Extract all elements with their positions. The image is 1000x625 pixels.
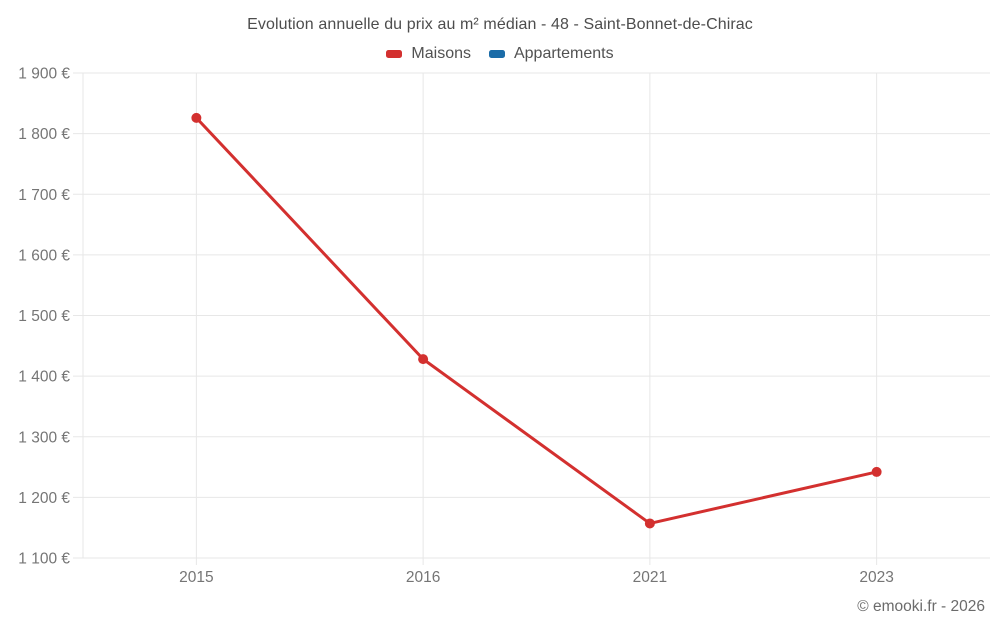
chart-legend: Maisons Appartements [0, 45, 1000, 63]
x-axis-tick-label: 2021 [633, 569, 667, 586]
y-axis-tick-label: 1 100 € [18, 551, 70, 568]
y-axis-tick-label: 1 700 € [18, 187, 70, 204]
data-point[interactable] [191, 112, 202, 123]
data-point[interactable] [418, 354, 429, 365]
legend-item-appartements[interactable]: Appartements [488, 45, 614, 63]
y-axis-tick-label: 1 400 € [18, 369, 70, 386]
x-axis-tick-label: 2016 [406, 569, 440, 586]
y-axis-tick-label: 1 200 € [18, 490, 70, 507]
y-axis-tick-label: 1 500 € [18, 308, 70, 325]
gridlines [73, 72, 990, 565]
x-axis-tick-label: 2015 [179, 569, 213, 586]
chart-title: Evolution annuelle du prix au m² médian … [247, 16, 753, 33]
data-point[interactable] [871, 466, 882, 477]
appartements-series-swatch-icon [488, 50, 505, 58]
maisons-series [191, 112, 882, 529]
y-axis-tick-label: 1 600 € [18, 247, 70, 264]
legend-item-label: Appartements [513, 45, 614, 62]
y-axis-tick-label: 1 300 € [18, 429, 70, 446]
legend-item-label: Maisons [411, 45, 471, 62]
data-point[interactable] [644, 518, 655, 529]
maisons-line [194, 116, 879, 525]
y-axis-tick-label: 1 900 € [18, 66, 70, 83]
maisons-series-swatch-icon [386, 50, 403, 58]
y-axis-tick-label: 1 800 € [18, 126, 70, 143]
x-axis-tick-label: 2023 [859, 569, 893, 586]
copyright-credit: © emooki.fr - 2026 [857, 598, 985, 615]
axis-tick-labels: 1 100 € 1 200 € 1 300 € 1 400 € 1 500 € 1 600… [18, 66, 894, 587]
legend-item-maisons[interactable]: Maisons [386, 45, 471, 63]
